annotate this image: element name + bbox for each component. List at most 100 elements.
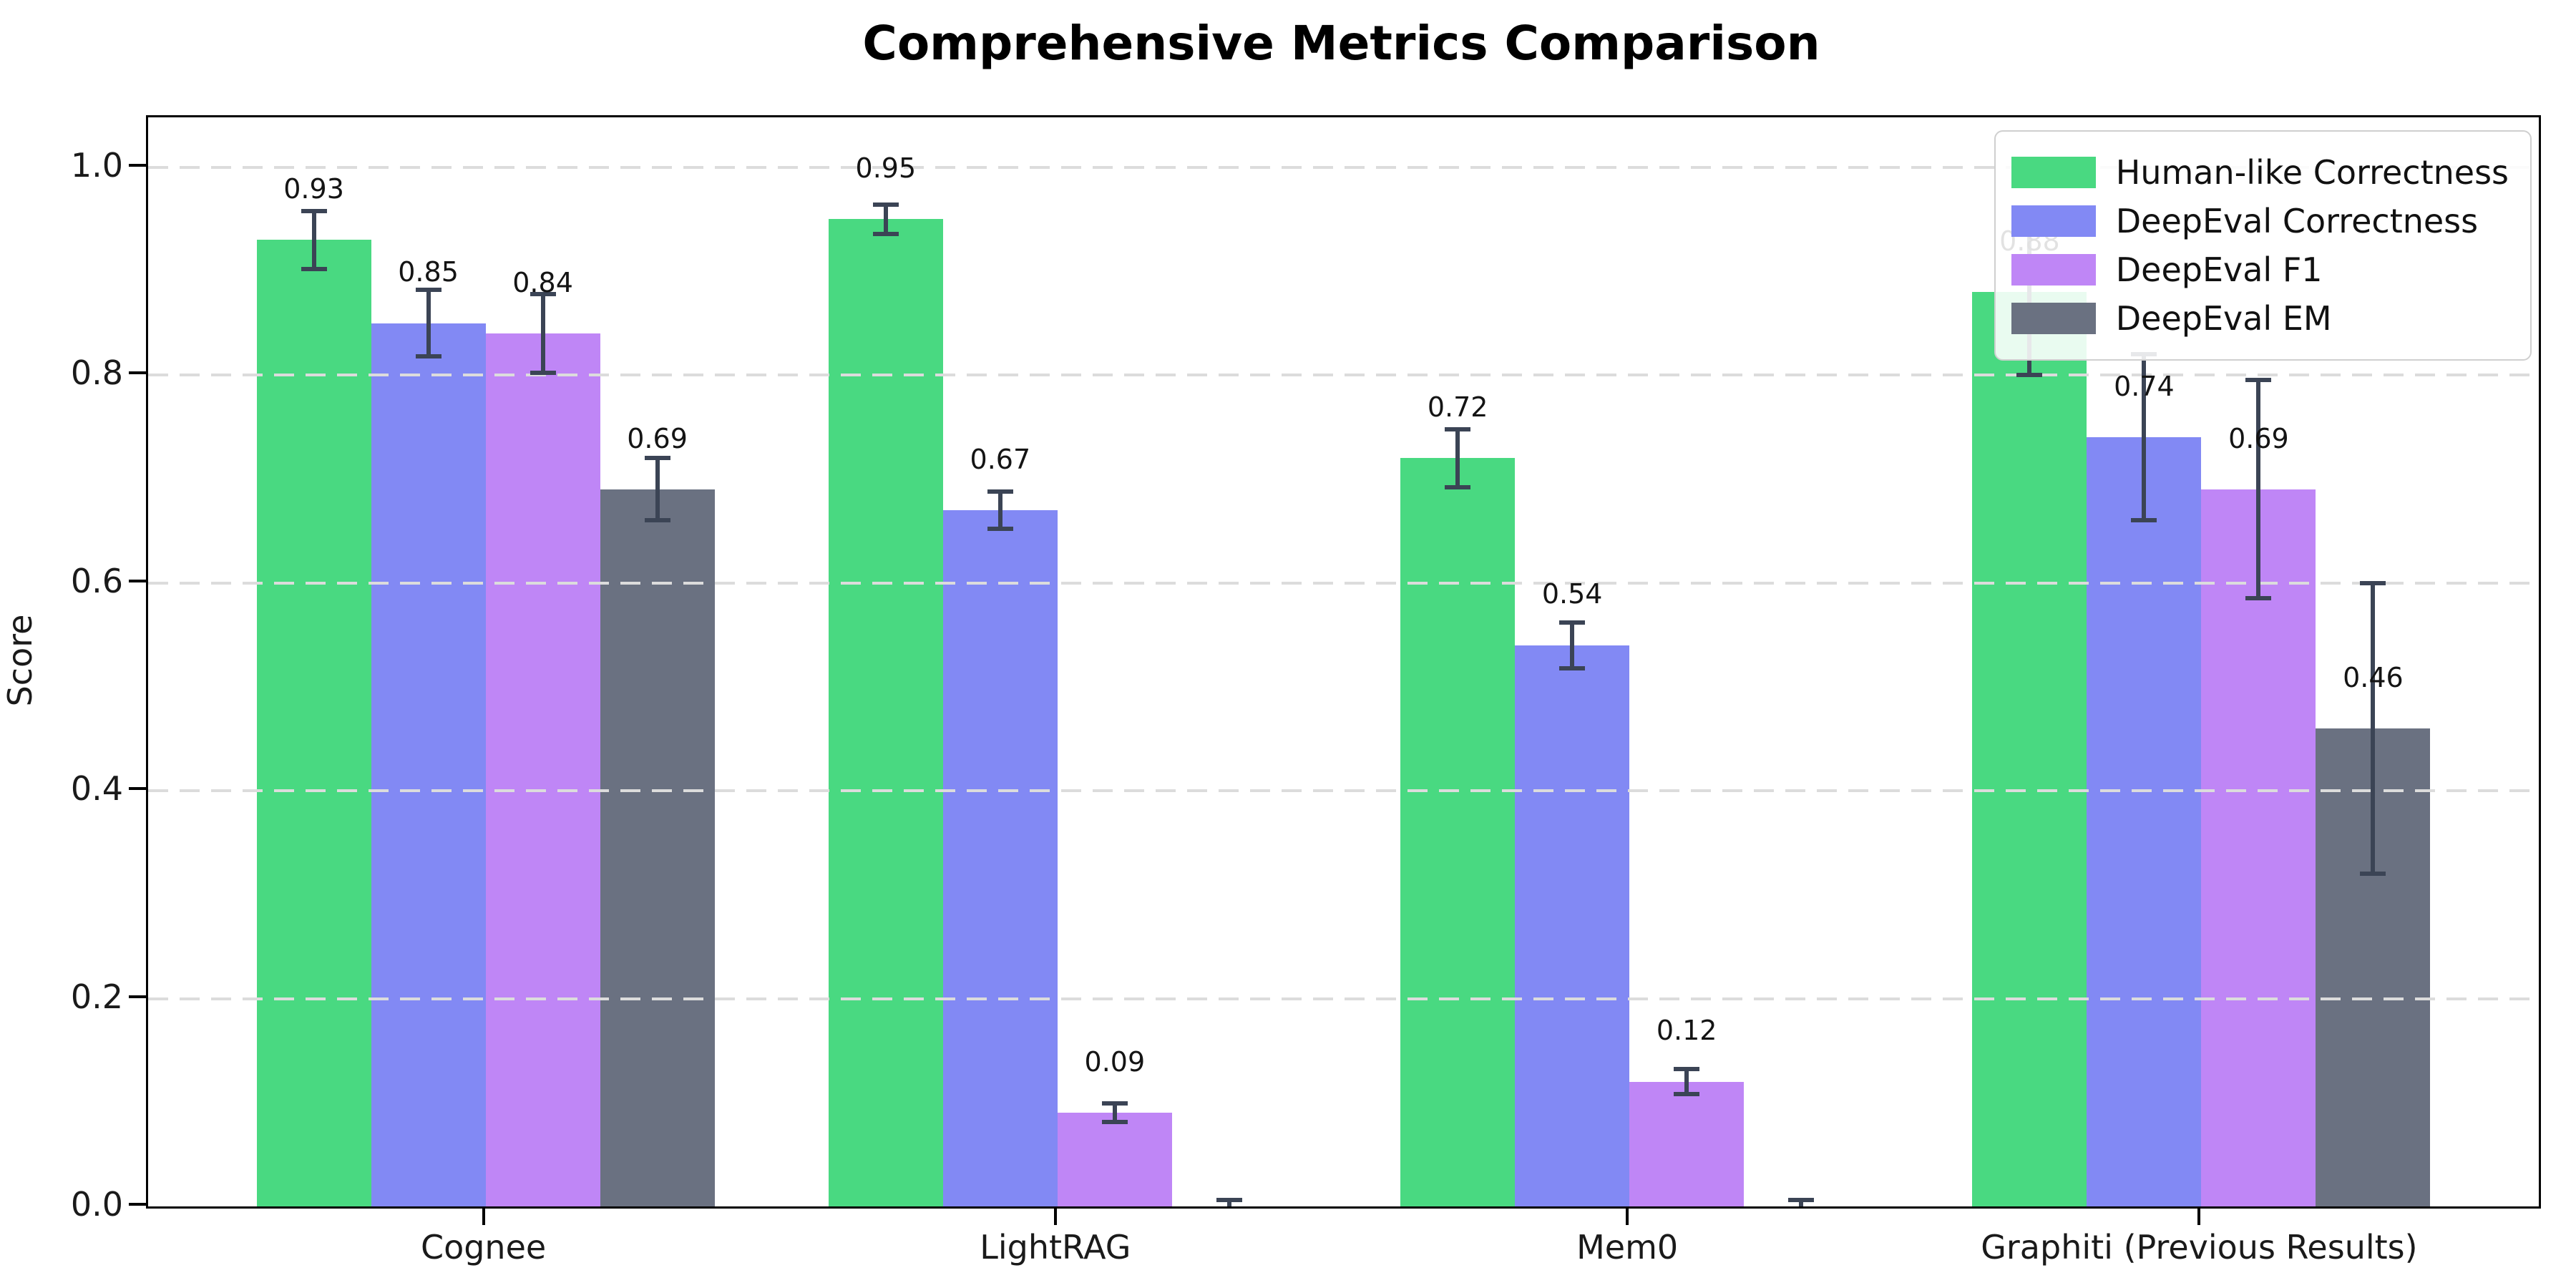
- error-bar: [2142, 354, 2147, 521]
- error-bar-cap-bottom: [987, 527, 1013, 532]
- error-bar-cap-bottom: [1559, 665, 1586, 670]
- bar-value-label: 0.67: [970, 443, 1031, 475]
- error-bar: [1570, 622, 1575, 668]
- error-bar-cap-bottom: [301, 267, 327, 272]
- error-bar-cap-bottom: [415, 354, 441, 359]
- error-bar: [426, 290, 431, 357]
- x-tick: [1053, 1206, 1057, 1225]
- error-bar-cap-bottom: [530, 371, 556, 376]
- error-bar-cap-top: [2360, 580, 2386, 585]
- bar-value-label: 0.74: [2114, 370, 2175, 402]
- error-bar: [1112, 1103, 1117, 1123]
- error-bar: [655, 458, 660, 521]
- error-bar: [540, 293, 545, 374]
- y-tick: [129, 787, 146, 791]
- legend-label: DeepEval EM: [2115, 299, 2332, 338]
- bar-value-label: 0.93: [283, 173, 344, 205]
- bar-value-label: 0.69: [2228, 422, 2289, 454]
- error-bar-cap-bottom: [2245, 596, 2272, 601]
- x-tick: [482, 1206, 485, 1225]
- error-bar-cap-bottom: [1445, 485, 1471, 489]
- error-bar: [311, 210, 316, 270]
- error-bar-cap-bottom: [1674, 1092, 1700, 1097]
- chart-title: Comprehensive Metrics Comparison: [862, 16, 1820, 71]
- legend: Human-like Correctness DeepEval Correctne…: [1994, 130, 2532, 361]
- gridline: [148, 789, 2539, 793]
- y-tick-label: 0.4: [70, 769, 123, 809]
- y-tick-label: 0.8: [70, 353, 123, 393]
- error-bar-cap-top: [1788, 1198, 1815, 1203]
- x-tick-label: Cognee: [420, 1228, 547, 1267]
- bar-value-label: 0.72: [1427, 391, 1488, 423]
- error-bar-cap-top: [1445, 426, 1471, 431]
- error-bar: [1455, 429, 1460, 487]
- legend-label: Human-like Correctness: [2115, 153, 2509, 192]
- error-bar: [1684, 1069, 1689, 1095]
- error-bar: [2371, 582, 2376, 874]
- y-tick: [129, 579, 146, 582]
- error-bar-cap-bottom: [2016, 373, 2043, 378]
- error-bar: [1226, 1200, 1231, 1206]
- error-bar-cap-top: [1674, 1067, 1700, 1072]
- bar-deepeval-f1: [1629, 1081, 1745, 1206]
- bar-value-label: 0.95: [855, 152, 917, 184]
- error-bar-cap-top: [987, 489, 1013, 494]
- error-bar-cap-top: [415, 288, 441, 293]
- bar-deepeval-f1: [2201, 489, 2316, 1206]
- error-bar-cap-bottom: [2131, 518, 2157, 523]
- error-bar-cap-top: [530, 291, 556, 296]
- x-tick-label: Graphiti (Previous Results): [1981, 1228, 2418, 1267]
- gridline: [148, 374, 2539, 377]
- bar-human-like-correctness: [828, 219, 943, 1206]
- y-tick: [129, 163, 146, 167]
- bar-human-like-correctness: [1400, 458, 1516, 1206]
- x-tick-label: Mem0: [1576, 1228, 1679, 1267]
- error-bar-cap-bottom: [1101, 1120, 1128, 1125]
- bar-deepeval-correctness: [2087, 437, 2202, 1206]
- legend-label: DeepEval F1: [2115, 250, 2323, 289]
- bar-deepeval-em: [600, 489, 715, 1206]
- y-tick: [129, 1203, 146, 1206]
- bar-value-label: 0.69: [627, 422, 688, 454]
- error-bar-cap-bottom: [2360, 872, 2386, 877]
- x-tick-label: LightRAG: [980, 1228, 1131, 1267]
- legend-item: DeepEval Correctness: [2011, 200, 2509, 242]
- legend-item: DeepEval F1: [2011, 249, 2509, 291]
- gridline: [148, 165, 2539, 169]
- x-tick: [1626, 1206, 1629, 1225]
- y-tick: [129, 371, 146, 375]
- bar-deepeval-f1: [1057, 1113, 1172, 1206]
- error-bar-cap-top: [301, 208, 327, 213]
- y-tick-label: 0.2: [70, 977, 123, 1016]
- bar-value-label: 0.54: [1541, 578, 1603, 610]
- legend-swatch: [2011, 157, 2096, 188]
- error-bar-cap-top: [644, 456, 670, 461]
- bar-deepeval-f1: [485, 333, 600, 1206]
- error-bar-cap-bottom: [644, 518, 670, 523]
- gridline: [148, 581, 2539, 585]
- legend-swatch: [2011, 254, 2096, 286]
- bar-value-label: 0.46: [2343, 661, 2404, 693]
- y-tick-label: 1.0: [70, 145, 123, 185]
- gridline: [148, 997, 2539, 1000]
- error-bar: [883, 204, 888, 234]
- error-bar: [1799, 1200, 1804, 1206]
- error-bar: [997, 491, 1002, 530]
- y-tick-label: 0.6: [70, 561, 123, 600]
- bar-human-like-correctness: [1972, 292, 2087, 1206]
- x-tick: [2197, 1206, 2201, 1225]
- error-bar-cap-top: [1559, 620, 1586, 625]
- bar-deepeval-correctness: [1515, 645, 1630, 1206]
- bar-deepeval-correctness: [942, 509, 1058, 1206]
- bar-value-label: 0.84: [512, 266, 573, 298]
- legend-item: Human-like Correctness: [2011, 152, 2509, 193]
- error-bar-cap-top: [1101, 1101, 1128, 1106]
- error-bar-cap-top: [2245, 378, 2272, 383]
- y-tick: [129, 995, 146, 998]
- bar-value-label: 0.12: [1656, 1015, 1717, 1047]
- bar-value-label: 0.85: [398, 256, 459, 288]
- error-bar-cap-top: [872, 202, 899, 207]
- error-bar-cap-top: [1216, 1198, 1242, 1203]
- error-bar: [2256, 380, 2261, 599]
